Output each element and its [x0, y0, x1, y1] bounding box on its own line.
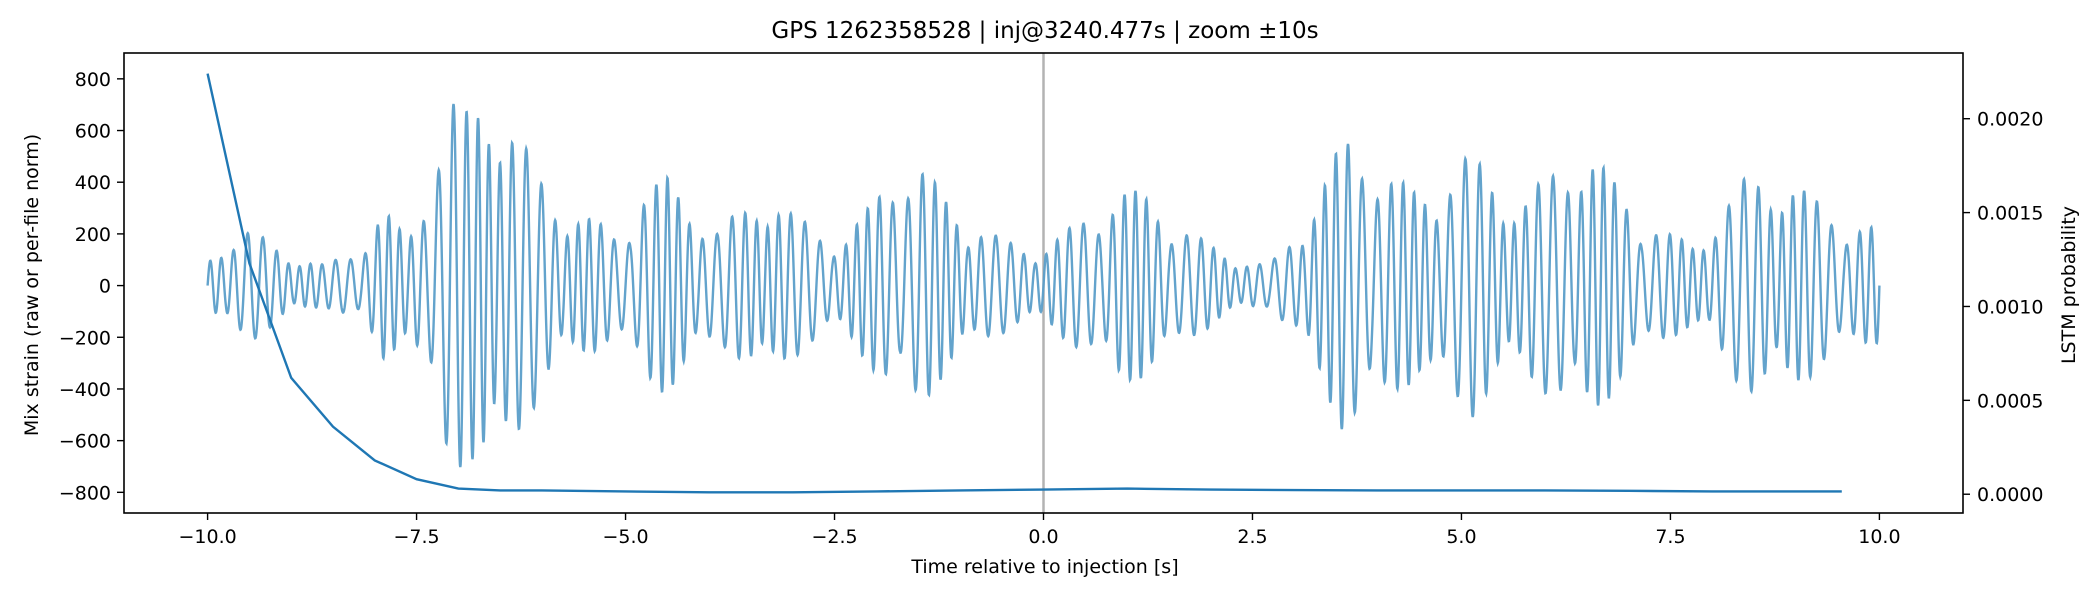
x-tick-label: −10.0 — [178, 526, 236, 548]
x-tick-label: 7.5 — [1655, 526, 1685, 548]
y-left-tick-label: −800 — [59, 482, 111, 504]
y-right-tick-label: 0.0015 — [1977, 203, 2043, 225]
y-right-tick-label: 0.0010 — [1977, 296, 2043, 318]
plot-area — [206, 53, 1881, 513]
y-axis-left-label: Mix strain (raw or per-file norm) — [21, 134, 43, 436]
x-tick-label: −2.5 — [811, 526, 857, 548]
y-right-tick-label: 0.0005 — [1977, 390, 2043, 412]
y-left-tick-label: 400 — [75, 172, 111, 194]
y-axis-right-label: LSTM probability — [2058, 206, 2080, 364]
y-left-tick-label: 200 — [75, 224, 111, 246]
x-tick-label: 0.0 — [1028, 526, 1058, 548]
y-left-tick-label: −200 — [59, 327, 111, 349]
x-tick-label: 10.0 — [1858, 526, 1900, 548]
y-right-tick-label: 0.0000 — [1977, 484, 2043, 506]
y-left-tick-label: −400 — [59, 379, 111, 401]
x-tick-label: 5.0 — [1446, 526, 1476, 548]
y-left-tick-label: 800 — [75, 69, 111, 91]
y-left-tick-label: 0 — [99, 276, 111, 298]
x-tick-label: 2.5 — [1237, 526, 1267, 548]
x-axis-label: Time relative to injection [s] — [910, 556, 1178, 578]
y-left-tick-label: 600 — [75, 121, 111, 143]
y-left-tick-label: −600 — [59, 431, 111, 453]
x-tick-label: −5.0 — [602, 526, 648, 548]
x-tick-label: −7.5 — [393, 526, 439, 548]
y-right-tick-label: 0.0020 — [1977, 109, 2043, 131]
strain-series-line — [206, 103, 1881, 468]
chart-title: GPS 1262358528 | inj@3240.477s | zoom ±1… — [771, 18, 1318, 44]
axes: −10.0 −7.5 −5.0 −2.5 0.0 2.5 5.0 7.5 10.0 800 600 4… — [59, 52, 2043, 548]
